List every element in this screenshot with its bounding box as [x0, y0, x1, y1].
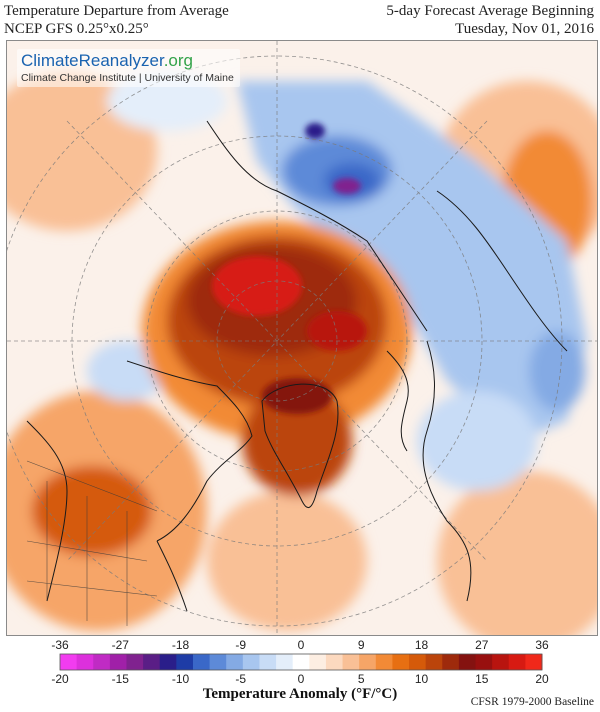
- legend-f-tick: 27: [475, 638, 489, 652]
- legend-swatch: [508, 654, 526, 670]
- legend-swatch: [93, 654, 111, 670]
- coastline-europe: [422, 340, 472, 602]
- logo-name-suffix: .org: [163, 51, 193, 70]
- legend-swatch: [176, 654, 194, 670]
- legend-swatch: [209, 654, 227, 670]
- legend-swatch: [475, 654, 493, 670]
- legend-swatch: [525, 654, 543, 670]
- legend-axis-label: Temperature Anomaly (°F/°C): [202, 686, 398, 702]
- legend-f-tick: 18: [415, 638, 429, 652]
- legend-colorbar: [59, 653, 543, 671]
- legend-swatch: [109, 654, 127, 670]
- legend-c-tick: -20: [51, 672, 69, 686]
- model-label: NCEP GFS 0.25°x0.25°: [4, 21, 149, 37]
- coastline-canada: [126, 360, 253, 542]
- legend-c-tick: -10: [172, 672, 190, 686]
- anomaly-cold-europe: [417, 391, 537, 491]
- anomaly-peak-3: [262, 378, 332, 414]
- legend-swatch: [242, 654, 260, 670]
- legend-swatch: [192, 654, 211, 670]
- legend-c-tick: -15: [112, 672, 130, 686]
- anomaly-warm-atlantic: [207, 491, 367, 631]
- color-legend: -36 -27 -18 -9 0 9 18 27 36 -20 -15 -10 -5 0 5 10 15 20: [51, 638, 549, 686]
- legend-c-tick: 10: [415, 672, 429, 686]
- forecast-date: Tuesday, Nov 01, 2016: [455, 21, 594, 37]
- anomaly-map: ClimateReanalyzer.org Climate Change Ins…: [6, 40, 598, 636]
- legend-swatch: [259, 654, 277, 670]
- legend-swatch: [159, 654, 177, 670]
- legend-swatch: [492, 654, 510, 670]
- legend-f-tick: -18: [172, 638, 190, 652]
- header-left: Temperature Departure from Average NCEP …: [4, 2, 229, 38]
- legend-f-tick: -36: [51, 638, 69, 652]
- anomaly-us-warm: [32, 466, 152, 556]
- anomaly-purple-1: [333, 178, 361, 194]
- legend-f-tick: -9: [235, 638, 246, 652]
- legend-c-tick: 20: [535, 672, 549, 686]
- anomaly-warm-se: [437, 471, 597, 635]
- legend-f-tick: 9: [358, 638, 365, 652]
- anomaly-field: [7, 71, 597, 635]
- legend-swatch: [60, 654, 78, 670]
- legend-swatch: [409, 654, 427, 670]
- legend-swatch: [458, 654, 477, 670]
- map-title: Temperature Departure from Average: [4, 3, 229, 19]
- legend-f-ticks: -36 -27 -18 -9 0 9 18 27 36: [51, 638, 549, 652]
- forecast-label: 5-day Forecast Average Beginning: [386, 3, 594, 19]
- coastlines: [26, 120, 568, 612]
- coastline-north-america: [26, 420, 188, 612]
- legend-swatch: [309, 654, 327, 670]
- logo-name-main: ClimateReanalyzer: [21, 51, 164, 70]
- coastline-siberia-n: [436, 190, 568, 352]
- graticule-lon-4: [66, 120, 488, 562]
- coastline-asia: [206, 120, 428, 332]
- header-right: 5-day Forecast Average Beginning Tuesday…: [386, 2, 594, 38]
- legend-swatch: [276, 654, 294, 670]
- legend-swatch: [359, 654, 377, 670]
- border-us-state-4: [26, 540, 148, 562]
- anomaly-peak-1: [212, 256, 302, 316]
- legend-c-tick: 15: [475, 672, 489, 686]
- anomaly-greenland: [242, 386, 352, 496]
- logo-badge[interactable]: ClimateReanalyzer.org Climate Change Ins…: [17, 49, 240, 87]
- legend-swatch: [392, 654, 410, 670]
- legend-c-ticks: -20 -15 -10 -5 0 5 10 15 20: [51, 672, 549, 686]
- coastline-greenland: [261, 383, 339, 508]
- legend-f-tick: 36: [535, 638, 549, 652]
- graticule: [7, 41, 597, 635]
- legend-swatch: [226, 654, 244, 670]
- border-us-canada: [26, 460, 158, 512]
- legend-c-tick: -5: [235, 672, 246, 686]
- baseline-note: CFSR 1979-2000 Baseline: [470, 696, 594, 708]
- anomaly-map-svg: [7, 41, 597, 635]
- legend-swatch: [342, 654, 360, 670]
- legend-c-tick: 5: [358, 672, 365, 686]
- legend-f-tick: 0: [298, 638, 305, 652]
- graticule-lat-60: [71, 135, 483, 547]
- coastline-scandinavia: [386, 350, 409, 452]
- legend-swatch: [143, 654, 161, 670]
- border-us-state-5: [26, 580, 158, 597]
- legend-swatch: [442, 654, 460, 670]
- anomaly-cold-east: [529, 331, 585, 411]
- legend-swatch: [126, 654, 144, 670]
- legend-swatch: [325, 654, 344, 670]
- legend-outline: [59, 653, 543, 671]
- legend-f-tick: -27: [112, 638, 130, 652]
- anomaly-purple-2: [305, 123, 325, 139]
- logo-name: ClimateReanalyzer.org: [21, 51, 234, 71]
- anomaly-peak-2: [307, 311, 367, 351]
- legend-swatch: [375, 654, 393, 670]
- logo-subtitle: Climate Change Institute | University of…: [21, 72, 234, 84]
- legend-swatch: [425, 654, 443, 670]
- borders: [26, 460, 158, 626]
- legend-swatch: [292, 654, 310, 670]
- legend-swatch: [76, 654, 94, 670]
- legend-c-tick: 0: [298, 672, 305, 686]
